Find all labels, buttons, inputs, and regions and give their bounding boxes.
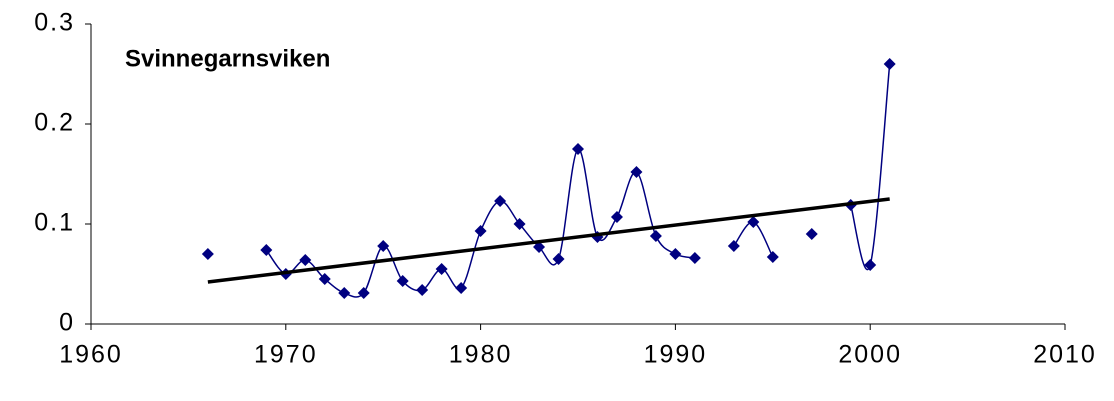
data-point: [455, 282, 468, 294]
x-tick-label: 1980: [449, 341, 513, 369]
x-tick-label: 1990: [644, 341, 708, 369]
data-point: [357, 287, 370, 299]
data-point: [299, 254, 312, 266]
data-point: [864, 259, 877, 271]
data-point: [572, 143, 584, 155]
data-point: [513, 218, 526, 230]
data-point: [416, 284, 429, 296]
x-tick-label: 1960: [59, 341, 123, 369]
x-tick-label: 2000: [838, 341, 902, 369]
chart-title: Svinnegarnsviken: [125, 45, 330, 72]
data-point: [435, 263, 448, 275]
data-point: [396, 275, 409, 287]
data-point: [260, 244, 273, 256]
data-point: [201, 248, 214, 260]
data-point: [688, 252, 701, 264]
y-tick-label: 0.2: [34, 109, 75, 137]
data-point: [766, 251, 779, 263]
data-point: [338, 287, 351, 299]
x-tick-label: 2010: [1033, 341, 1097, 369]
x-tick-label: 1970: [254, 341, 318, 369]
data-point: [533, 241, 546, 253]
data-point: [494, 195, 507, 207]
data-point: [474, 225, 487, 237]
data-point: [610, 211, 623, 223]
data-point: [377, 240, 390, 252]
y-tick-label: 0: [59, 309, 75, 337]
data-point: [747, 216, 760, 228]
data-point: [649, 230, 662, 242]
trend-line: [207, 197, 890, 284]
y-tick-label: 0.3: [34, 9, 75, 37]
data-point: [630, 166, 643, 178]
data-point: [727, 240, 740, 252]
data-point: [318, 273, 331, 285]
data-point: [552, 253, 565, 265]
y-tick-label: 0.1: [34, 209, 75, 237]
data-point: [883, 58, 896, 70]
data-point: [669, 248, 682, 260]
data-point: [805, 228, 818, 240]
